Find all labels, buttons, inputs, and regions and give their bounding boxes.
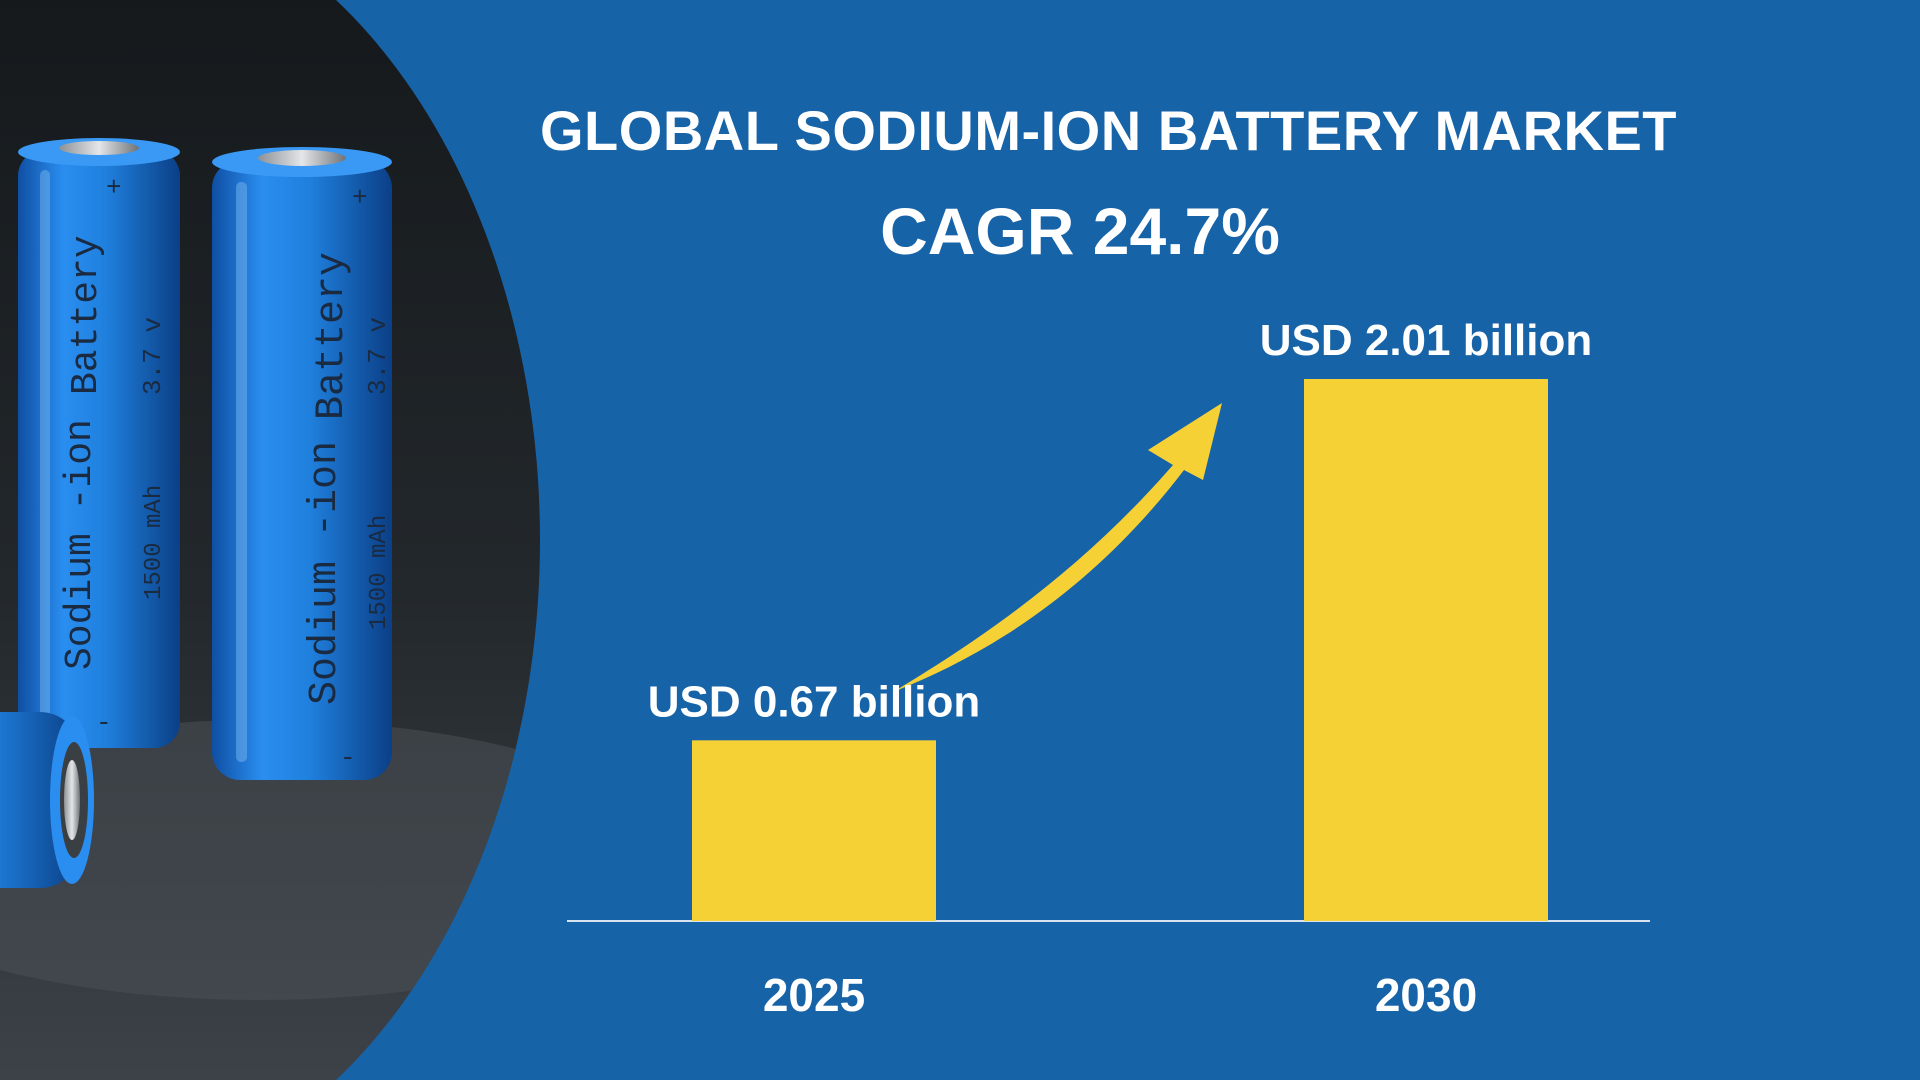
x-tick-label-2030: 2030 — [1375, 969, 1477, 1021]
battery-cell-right: Sodium -ion Battery 3.7 v 1500 mAh + - — [212, 147, 393, 780]
bar-2030 — [1304, 379, 1548, 921]
battery-label-voltage: 3.7 v — [138, 317, 168, 395]
battery-minus-sign: - — [96, 708, 112, 738]
bar-chart: USD 0.67 billion 2025 USD 2.01 billion 2030 — [567, 316, 1650, 1021]
battery-label-capacity: 1500 mAh — [141, 485, 168, 600]
battery-label-brand: Sodium -ion — [303, 441, 348, 705]
cagr-subtitle: CAGR 24.7% — [880, 194, 1280, 268]
chart-title: GLOBAL SODIUM-ION BATTERY MARKET — [540, 99, 1678, 162]
x-tick-label-2025: 2025 — [763, 969, 865, 1021]
bar-2025 — [692, 740, 936, 921]
battery-label-capacity: 1500 mAh — [366, 515, 393, 630]
battery-cell-left: Sodium -ion Battery 3.7 v 1500 mAh + - — [18, 138, 180, 748]
battery-cell-lying — [0, 712, 94, 888]
battery-plus-sign: + — [106, 173, 122, 203]
battery-minus-sign: - — [340, 743, 356, 773]
data-label-2025: USD 0.67 billion — [648, 677, 981, 726]
battery-plus-sign: + — [352, 183, 368, 213]
battery-label-type: Battery — [65, 235, 108, 395]
battery-label-brand: Sodium -ion — [59, 419, 102, 670]
data-label-2030: USD 2.01 billion — [1260, 316, 1593, 365]
growth-arrow — [893, 403, 1222, 692]
battery-label-type: Battery — [310, 252, 355, 420]
battery-label-voltage: 3.7 v — [363, 317, 393, 395]
